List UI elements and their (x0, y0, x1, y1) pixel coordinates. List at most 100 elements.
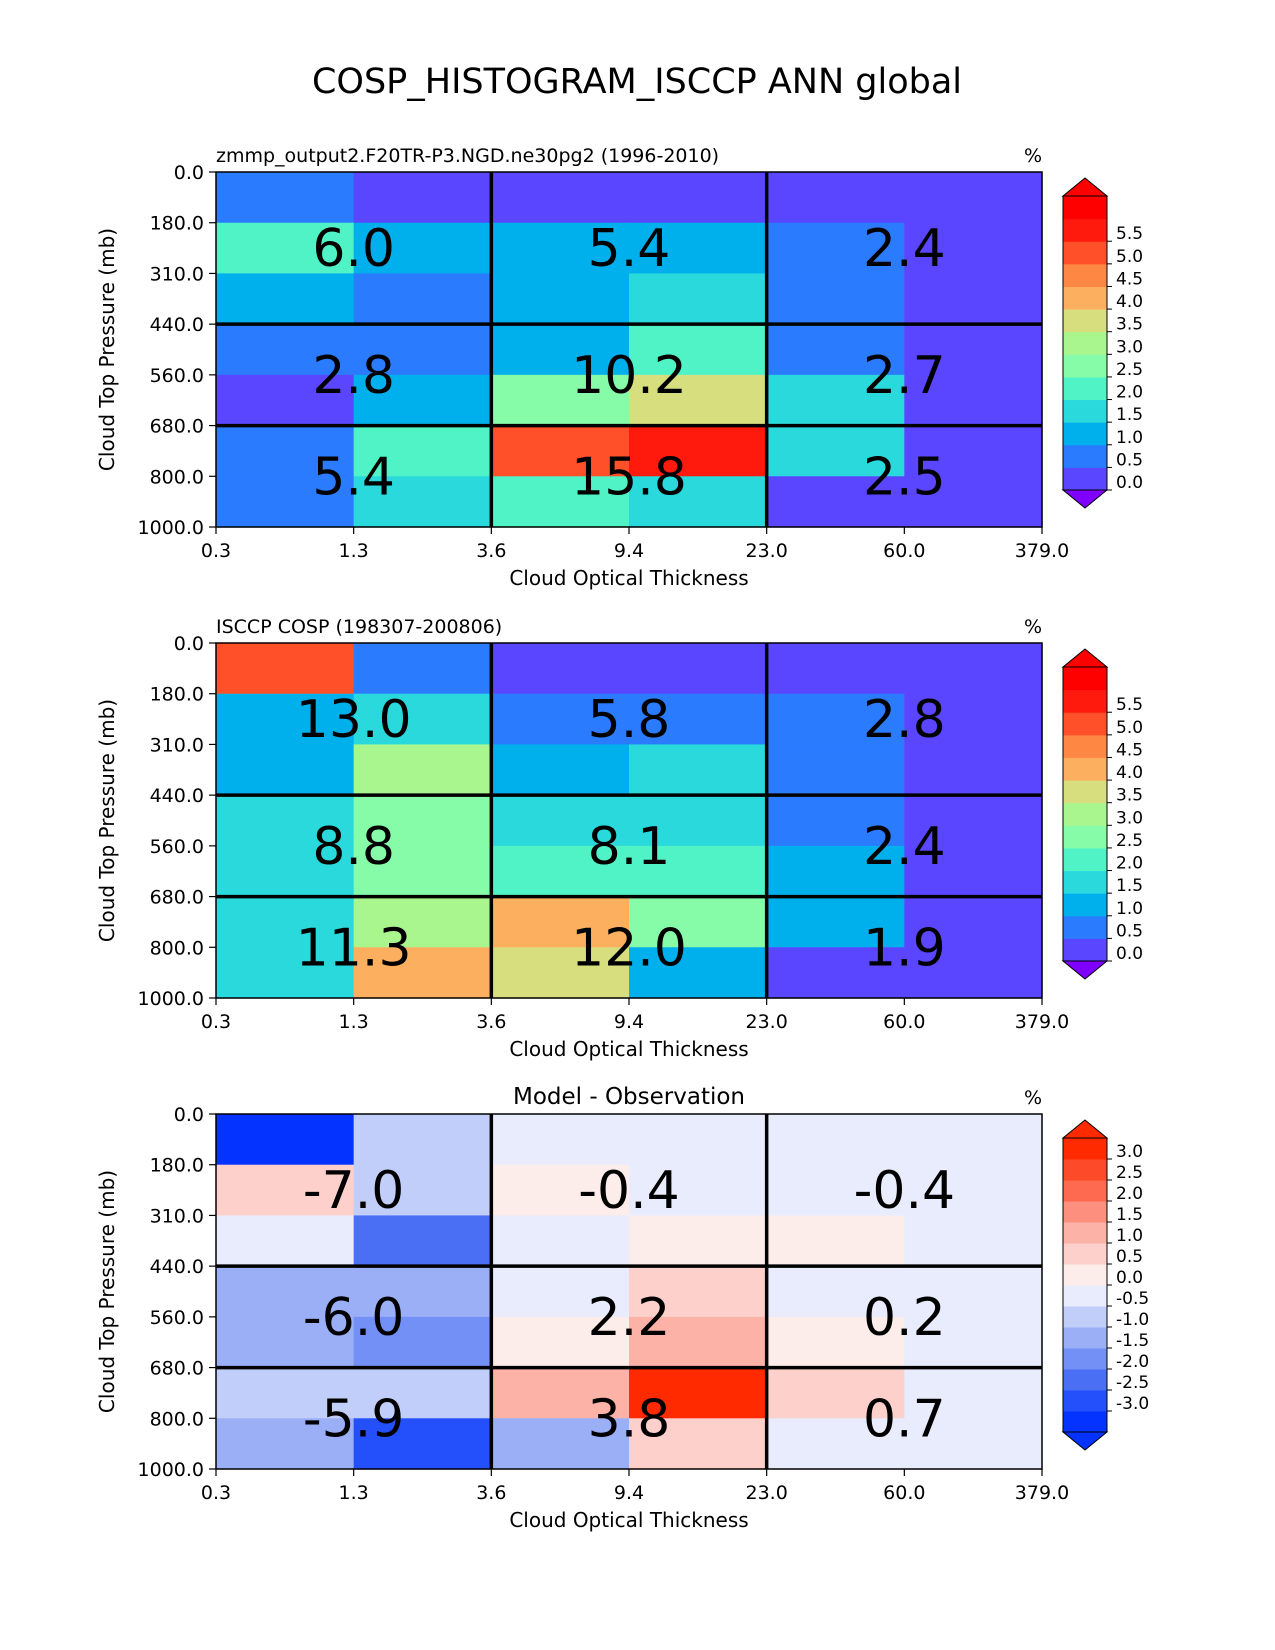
colorbar-segment (1063, 757, 1107, 781)
colorbar-tick-label: 3.0 (1116, 1142, 1143, 1162)
heatmap-cell (904, 1266, 1043, 1318)
colorbar-segment (1063, 196, 1107, 220)
heatmap-cell (629, 947, 768, 999)
block-value-label: 2.4 (863, 817, 946, 877)
heatmap-cell (353, 1164, 492, 1217)
heatmap-cell (491, 476, 630, 528)
heatmap-cell (629, 643, 768, 695)
block-value-label: 5.8 (588, 690, 671, 750)
heatmap-cell (629, 476, 768, 528)
heatmap-cell (766, 693, 905, 746)
colorbar-segment (1063, 915, 1107, 939)
heatmap-cell (766, 324, 905, 376)
x-tick-label: 379.0 (1015, 1011, 1069, 1033)
colorbar-segment (1063, 1369, 1107, 1391)
block-value-label: 12.0 (571, 918, 687, 978)
colorbar-segment (1063, 399, 1107, 423)
y-tick-label: 560.0 (150, 836, 204, 858)
colorbar-segment (1063, 241, 1107, 265)
block-value-label: -7.0 (303, 1161, 404, 1221)
heatmap-cell (216, 693, 355, 746)
heatmap-cell (216, 273, 355, 325)
heatmap-cell (216, 845, 355, 898)
heatmap-cell (904, 947, 1043, 999)
colorbar-tick-label: -3.0 (1116, 1394, 1149, 1414)
colorbar-segment (1063, 870, 1107, 894)
colorbar-segment (1063, 689, 1107, 713)
colorbar-segment (1063, 376, 1107, 401)
colorbar-segment (1063, 422, 1107, 446)
y-tick-label: 440.0 (150, 314, 204, 336)
y-tick-label: 310.0 (150, 263, 204, 285)
heatmap-cell (353, 476, 492, 528)
x-tick-label: 23.0 (746, 1011, 788, 1033)
heatmap-cell (491, 795, 630, 847)
heatmap-cell (491, 1164, 630, 1217)
heatmap-cell (491, 1266, 630, 1318)
colorbar-tick-label: 0.0 (1116, 944, 1143, 964)
heatmap-cell (216, 374, 355, 427)
heatmap-cell (353, 896, 492, 948)
panel-model: 6.0 5.4 2.4 2.8 10.2 2.7 5.4 15.8 2.5 0.0 180.0 310… (95, 145, 1143, 590)
x-tick-label: 0.3 (201, 1011, 231, 1033)
block-value-label: 2.5 (863, 447, 946, 507)
colorbar-extend-max (1061, 1119, 1109, 1139)
heatmap-cell (904, 324, 1043, 376)
block-value-label: -0.4 (578, 1161, 679, 1221)
heatmap-cell (216, 744, 355, 796)
y-tick-label: 560.0 (150, 365, 204, 387)
colorbar-tick-label: 1.5 (1116, 1205, 1143, 1225)
y-tick-label: 440.0 (150, 1256, 204, 1278)
heatmap-cell (216, 1418, 355, 1470)
colorbar-segment (1063, 309, 1107, 333)
colorbar-tick-label: 0.5 (1116, 450, 1143, 470)
colorbar-tick-label: 3.0 (1116, 808, 1143, 828)
heatmap-cell (904, 476, 1043, 528)
colorbar-segment (1063, 263, 1107, 287)
colorbar-tick-label: 1.5 (1116, 876, 1143, 896)
colorbar-tick-label: 1.0 (1116, 428, 1143, 448)
heatmap-cell (766, 744, 905, 796)
block-value-label: 15.8 (571, 447, 687, 507)
x-tick-label: 9.4 (614, 1011, 644, 1033)
colorbar-extend-max (1061, 177, 1109, 197)
block-value-label: 1.9 (863, 918, 946, 978)
colorbar-segment (1063, 1306, 1107, 1328)
heatmap-cell (216, 476, 355, 528)
heatmap-cell (216, 425, 355, 477)
colorbar-tick-label: 2.0 (1116, 1184, 1143, 1204)
heatmap-cell (353, 643, 492, 695)
block-value-label: 2.8 (863, 690, 946, 750)
colorbar-tick-label: 4.5 (1116, 269, 1143, 289)
block-value-label: 2.4 (863, 219, 946, 279)
y-tick-label: 310.0 (150, 734, 204, 756)
block-value-label: 2.8 (312, 346, 395, 406)
y-tick-label: 180.0 (150, 684, 204, 706)
heatmap-cell (904, 693, 1043, 746)
y-axis-label: Cloud Top Pressure (mb) (95, 228, 119, 471)
colorbar-tick-label: 2.5 (1116, 831, 1143, 851)
heatmap-cell (216, 1164, 355, 1217)
heatmap-cell (491, 845, 630, 898)
block-value-label: 5.4 (312, 447, 395, 507)
colorbar-tick-label: 2.0 (1116, 854, 1143, 874)
x-tick-label: 0.3 (201, 540, 231, 562)
block-value-label: -6.0 (303, 1288, 404, 1348)
heatmap-cell (766, 1114, 905, 1166)
heatmap-cell (491, 324, 630, 376)
colorbar-segment (1063, 1348, 1107, 1370)
y-tick-label: 440.0 (150, 785, 204, 807)
x-tick-label: 23.0 (746, 1482, 788, 1504)
heatmap-cell (629, 273, 768, 325)
x-tick-label: 3.6 (476, 1482, 506, 1504)
y-tick-label: 800.0 (150, 1408, 204, 1430)
heatmap-cell (353, 795, 492, 847)
heatmap-cell (353, 425, 492, 477)
y-axis-label: Cloud Top Pressure (mb) (95, 1170, 119, 1413)
y-tick-label: 0.0 (174, 1104, 204, 1126)
colorbar-segment (1063, 1201, 1107, 1223)
colorbar-segment (1063, 1222, 1107, 1244)
heatmap-cell (216, 1316, 355, 1369)
y-tick-label: 560.0 (150, 1307, 204, 1329)
